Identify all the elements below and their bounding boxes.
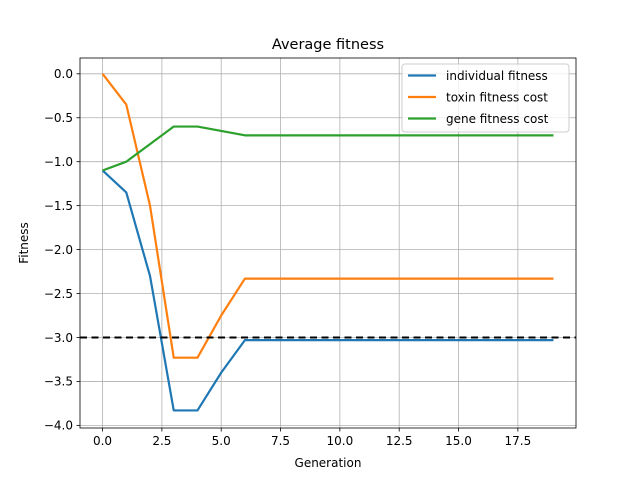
chart-title: Average fitness (272, 37, 384, 53)
legend-label: gene fitness cost (446, 112, 549, 126)
y-tick-label: −3.5 (44, 375, 73, 389)
y-tick-label: −3.0 (44, 331, 73, 345)
x-tick-label: 17.5 (504, 434, 531, 448)
y-tick-label: −2.5 (44, 287, 73, 301)
x-axis-title: Generation (295, 456, 362, 470)
x-tick-label: 0.0 (93, 434, 112, 448)
y-tick-label: −1.5 (44, 199, 73, 213)
legend-label: toxin fitness cost (446, 90, 548, 104)
x-tick-label: 5.0 (212, 434, 231, 448)
legend-label: individual fitness (446, 69, 548, 83)
y-tick-label: −2.0 (44, 243, 73, 257)
y-tick-label: −0.5 (44, 111, 73, 125)
y-tick-label: −1.0 (44, 155, 73, 169)
x-tick-label: 7.5 (271, 434, 290, 448)
x-tick-label: 12.5 (386, 434, 413, 448)
y-tick-label: 0.0 (54, 67, 73, 81)
x-tick-label: 2.5 (152, 434, 171, 448)
y-tick-label: −4.0 (44, 419, 73, 433)
x-tick-label: 15.0 (445, 434, 472, 448)
y-axis-title: Fitness (17, 222, 31, 264)
series-line-1 (103, 170, 554, 410)
legend: individual fitness toxin fitness cost gene… (402, 64, 569, 132)
x-tick-label: 10.0 (327, 434, 354, 448)
series-line-3 (103, 127, 554, 171)
